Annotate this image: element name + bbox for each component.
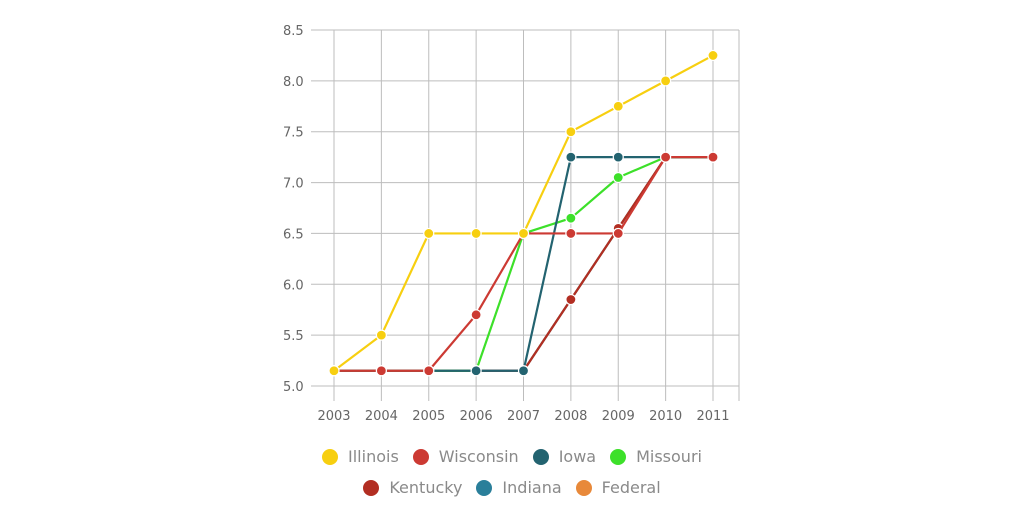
x-tick-label: 2010 [649,409,682,424]
legend-item-iowa[interactable]: Iowa [532,447,597,466]
grid [311,29,740,401]
legend-item-missouri[interactable]: Missouri [610,447,702,466]
legend-label: Federal [601,478,661,497]
legend-item-illinois[interactable]: Illinois [322,447,399,466]
data-point-illinois [470,227,482,240]
y-tick-label: 8.0 [283,75,304,90]
legend-label: Wisconsin [438,447,519,466]
x-tick-label: 2007 [507,409,540,424]
legend-item-federal[interactable]: Federal [575,478,661,497]
y-tick-label: 7.0 [283,177,304,192]
legend-label: Indiana [502,478,562,497]
x-tick-label: 2011 [696,409,729,424]
series [328,49,719,377]
x-tick-label: 2009 [602,409,635,424]
x-tick-label: 2006 [460,409,493,424]
legend-label: Iowa [558,447,597,466]
data-point-illinois [375,329,387,341]
data-point-illinois [660,75,672,87]
line-chart: 5.0 5.5 6.0 6.5 7.0 7.5 8.0 8.5 2003 2004 2005 2006… [283,24,740,424]
data-point-wisconsin [660,151,672,163]
data-point-wisconsin [612,227,624,240]
legend-marker-icon [532,448,549,465]
data-point-missouri [565,212,577,224]
x-tick-label: 2003 [317,409,350,424]
legend-item-indiana[interactable]: Indiana [476,478,562,497]
y-tick-label: 6.5 [283,227,304,242]
data-point-illinois [423,227,435,240]
data-point-illinois [328,365,340,377]
data-point-wisconsin [470,309,482,321]
legend-marker-icon [412,448,429,465]
data-point-kentucky [565,293,577,306]
data-point-iowa [565,151,577,163]
data-point-missouri [612,171,624,184]
legend-item-kentucky[interactable]: Kentucky [363,478,462,497]
data-point-wisconsin [707,151,719,163]
legend-label: Missouri [636,447,702,466]
data-point-iowa [612,151,624,163]
axes: 5.0 5.5 6.0 6.5 7.0 7.5 8.0 8.5 2003 2004 2005 2006… [283,24,730,424]
legend-marker-icon [363,479,380,496]
data-point-illinois [565,126,577,138]
y-tick-label: 7.5 [283,126,304,141]
y-tick-label: 5.5 [283,329,304,344]
data-point-iowa [517,365,530,377]
legend-label: Illinois [348,447,399,466]
legend-marker-icon [610,448,627,465]
legend-marker-icon [476,479,493,496]
data-point-wisconsin [565,227,577,240]
data-point-wisconsin [375,365,387,377]
legend-marker-icon [575,479,592,496]
data-point-illinois [707,49,719,62]
legend-row-1: Illinois Wisconsin Iowa Missouri [0,447,1024,466]
x-tick-label: 2005 [412,409,445,424]
data-point-iowa [470,365,482,377]
y-tick-label: 6.0 [283,278,304,293]
legend-row-2: Kentucky Indiana Federal [0,478,1024,497]
legend-label: Kentucky [389,478,463,497]
data-point-illinois [517,227,530,240]
legend-item-wisconsin[interactable]: Wisconsin [412,447,519,466]
y-tick-label: 5.0 [283,380,304,395]
data-point-wisconsin [423,365,435,377]
x-tick-label: 2008 [554,409,587,424]
x-tick-label: 2004 [365,409,398,424]
legend-marker-icon [322,448,339,465]
y-tick-label: 8.5 [283,24,304,39]
data-point-illinois [612,100,624,112]
